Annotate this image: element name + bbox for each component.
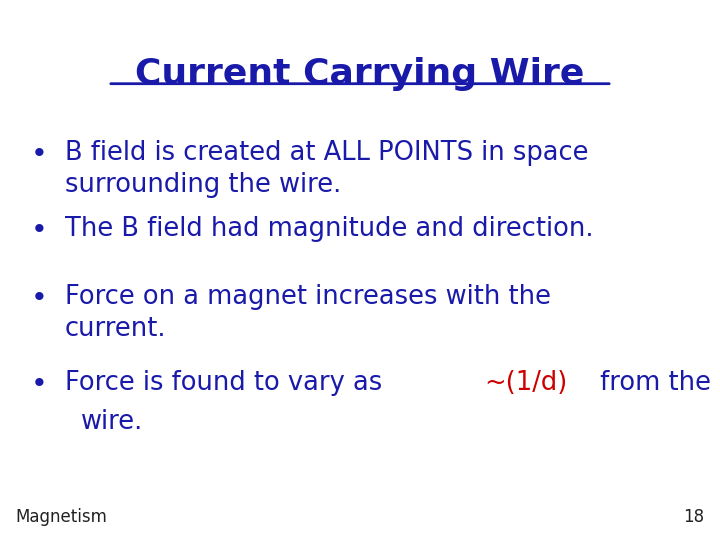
Text: B field is created at ALL POINTS in space
surrounding the wire.: B field is created at ALL POINTS in spac… [65, 140, 588, 198]
Text: •: • [31, 216, 48, 244]
Text: Force is found to vary as: Force is found to vary as [65, 370, 390, 396]
Text: Current Carrying Wire: Current Carrying Wire [135, 57, 585, 91]
Text: Force on a magnet increases with the
current.: Force on a magnet increases with the cur… [65, 284, 551, 341]
Text: from the: from the [592, 370, 711, 396]
Text: •: • [31, 370, 48, 398]
Text: 18: 18 [683, 509, 704, 526]
Text: Magnetism: Magnetism [16, 509, 108, 526]
Text: wire.: wire. [81, 409, 143, 435]
Text: •: • [31, 140, 48, 168]
Text: The B field had magnitude and direction.: The B field had magnitude and direction. [65, 216, 593, 242]
Text: •: • [31, 284, 48, 312]
Text: ~(1/d): ~(1/d) [485, 370, 568, 396]
